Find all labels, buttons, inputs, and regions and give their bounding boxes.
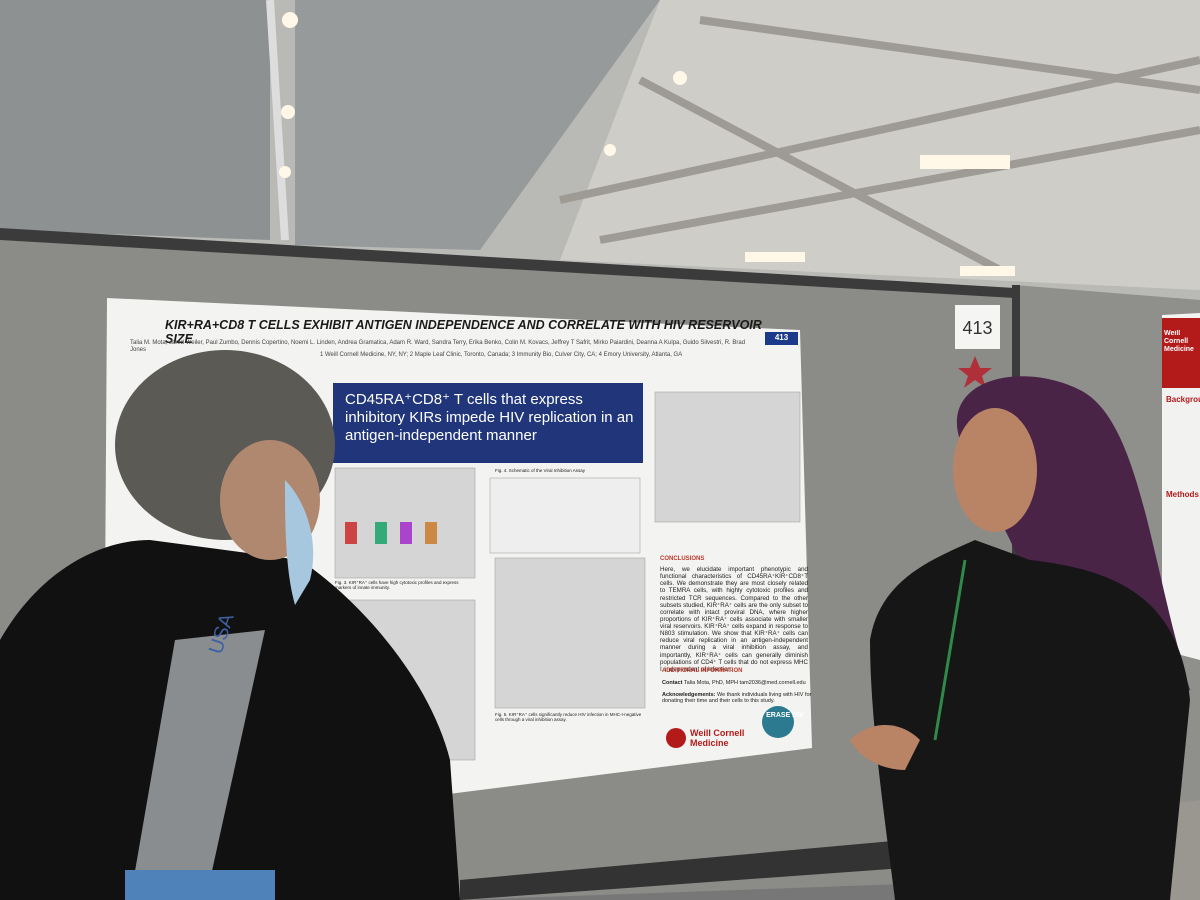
figure-detail [400,522,412,544]
figure-detail [345,522,357,544]
woman-hands [850,725,920,770]
board-frame [0,228,1015,298]
figure-caption: Fig. 3. KIR⁺RA⁺ cells have high cytotoxi… [335,580,459,591]
figure-detail [425,522,437,544]
poster-banner: CD45RA⁺CD8⁺ T cells that express inhibit… [345,391,634,444]
beam [638,76,1002,274]
figure-caption: Fig. 5. KIR⁺RA⁺ cells significantly redu… [495,712,642,723]
beam [599,126,1200,244]
contact-label: Contact [662,680,683,686]
light [920,155,1010,169]
figure-color-dots [345,522,437,544]
neighbor-header [1162,318,1200,388]
contact: Contact Talia Mota, PhD, MPH tam2036@med… [662,680,812,686]
beam [699,16,1200,94]
figure-panel [489,477,641,554]
ceiling-panel [295,0,660,250]
lights [279,12,1015,276]
star-icon [958,356,992,388]
wcm-logo-text: Weill Cornell Medicine [690,728,745,749]
board-bottom [460,830,1015,900]
light [279,166,291,178]
light [745,252,805,262]
woman-blazer [870,540,1190,900]
poster-number: 413 [774,333,789,342]
figure-panel [654,391,801,523]
light [282,12,298,28]
board-number: 413 [962,318,993,338]
ack-label: Acknowledgements: [662,692,716,698]
beams [266,0,1200,274]
conclusions-heading: CONCLUSIONS [660,556,705,562]
light [673,71,687,85]
beam [266,0,289,241]
wcm-seal [666,728,686,748]
light [960,266,1015,276]
contact-text: Talia Mota, PhD, MPH tam2036@med.cornell… [683,680,806,686]
mask [285,480,314,605]
woman-face [953,408,1037,532]
erase-hiv-text: ERASE HIV [766,712,804,719]
neighbor-poster [1162,313,1200,660]
conclusions-text: Here, we elucidate important phenotypic … [660,566,808,673]
figure-caption: Fig. 4. Schematic of the Viral Inhibitio… [495,468,585,473]
additional-info-heading: ADDITIONAL INFORMATION [662,668,743,674]
poster-title: KIR+RA+CD8 T CELLS EXHIBIT ANTIGEN INDEP… [165,318,762,347]
figure-panel [494,557,646,709]
light [281,105,295,119]
acknowledgements: Acknowledgements: We thank individuals l… [662,692,812,705]
neighbor-section: Background [1166,395,1200,404]
neighbor-header-text: Weill Cornell Medicine [1164,330,1194,354]
bag-strap [130,630,265,900]
lanyard [933,559,967,741]
figure-detail [375,522,387,544]
poster-affiliations: 1 Weill Cornell Medicine, NY, NY; 2 Mapl… [320,352,683,358]
ack-text: We thank individuals living with HIV for… [662,692,812,705]
banner-box [333,383,643,463]
board-number-card [955,305,1000,349]
light [604,144,616,156]
poster-authors: Talia M. Mota, Jared Weiler, Paul Zumbo,… [130,340,746,353]
ceiling-panel [0,0,270,240]
poster-number-box [765,332,798,345]
beam [559,56,1200,204]
erase-hiv-logo [762,706,794,738]
bag [125,870,275,900]
neighbor-section: Methods [1166,490,1199,499]
